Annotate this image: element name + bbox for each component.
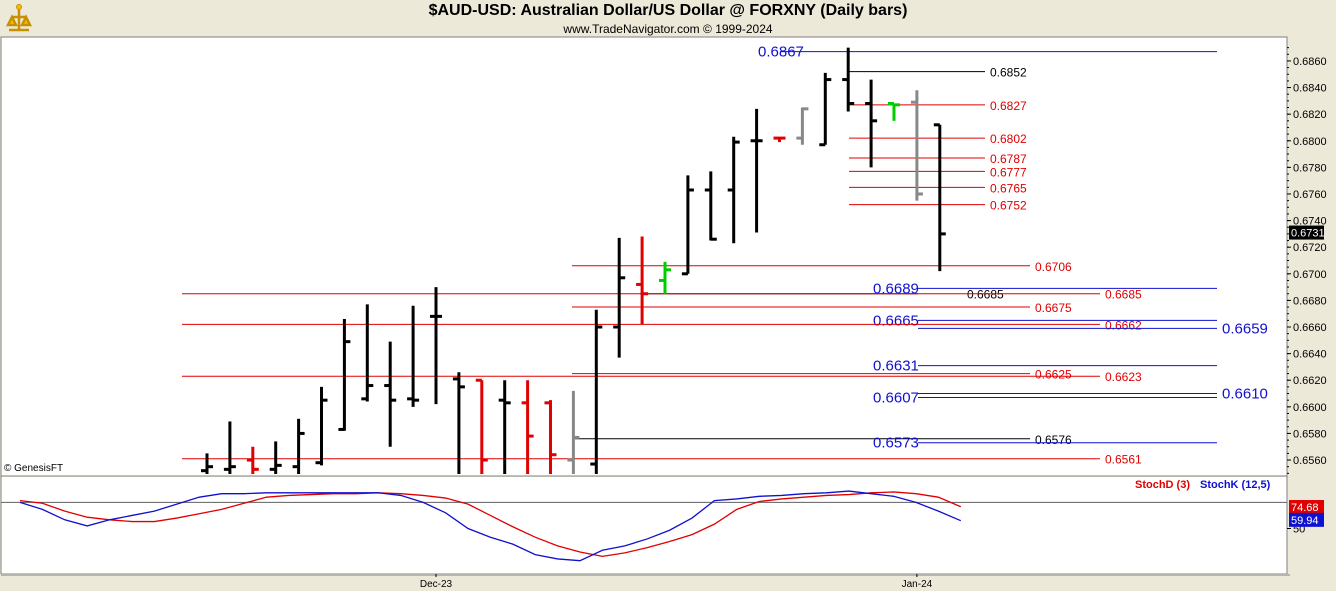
level-label: 0.6777	[990, 165, 1027, 179]
stochD-value-box	[1289, 500, 1324, 515]
y-tick-label: 0.6780	[1293, 162, 1327, 174]
stochK-legend: StochK (12,5)	[1200, 479, 1271, 491]
level-label: 0.6802	[990, 132, 1027, 146]
y-tick-label: 0.6740	[1293, 216, 1327, 228]
y-tick-label: 0.6600	[1293, 402, 1327, 414]
chart-subtitle: www.TradeNavigator.com © 1999-2024	[563, 22, 773, 36]
level-label: 0.6852	[990, 66, 1027, 80]
indicator-pane	[1, 477, 1287, 574]
level-label: 0.6573	[873, 435, 919, 452]
y-tick-label: 0.6820	[1293, 109, 1327, 121]
level-label: 0.6659	[1222, 320, 1268, 337]
y-tick-label: 0.6840	[1293, 83, 1327, 95]
level-label: 0.6827	[990, 99, 1027, 113]
x-axis-strip	[0, 574, 1290, 591]
level-label: 0.6607	[873, 390, 919, 407]
stochK-line	[19, 490, 962, 562]
level-label: 0.6610	[1222, 386, 1268, 403]
level-label: 0.6665	[873, 312, 919, 329]
y-tick-label: 0.6560	[1293, 455, 1327, 467]
y-tick-label: 0.6760	[1293, 189, 1327, 201]
x-tick-label: Dec-23	[420, 579, 453, 590]
stochD-legend: StochD (3)	[1135, 479, 1190, 491]
level-label: 0.6867	[758, 44, 804, 61]
copyright-text: © GenesisFT	[4, 463, 64, 474]
level-label: 0.6561	[1105, 453, 1142, 467]
x-tick-label: Jan-24	[902, 579, 933, 590]
level-label: 0.6787	[990, 152, 1027, 166]
last-price-label: 0.6731	[1291, 228, 1325, 240]
y-tick-label: 0.6800	[1293, 136, 1327, 148]
level-label: 0.6576	[1035, 433, 1072, 447]
stochK-value: 59.94	[1291, 515, 1319, 527]
stochD-value: 74.68	[1291, 502, 1319, 514]
y-tick-label: 0.6860	[1293, 56, 1327, 68]
level-label: 0.6752	[990, 199, 1027, 213]
level-label: 0.6706	[1035, 260, 1072, 274]
level-label: 0.6625	[1035, 368, 1072, 382]
trade-navigator-logo-icon	[3, 3, 35, 35]
level-label: 0.6662	[1105, 318, 1142, 332]
y-tick-label: 0.6700	[1293, 269, 1327, 281]
level-label: 0.6623	[1105, 370, 1142, 384]
level-label: 0.6675	[1035, 301, 1072, 315]
stochD-line	[19, 491, 962, 557]
y-tick-label: 0.6580	[1293, 428, 1327, 440]
y-tick-label: 0.6680	[1293, 295, 1327, 307]
y-tick-label: 0.6620	[1293, 375, 1327, 387]
y-tick-label: 0.6720	[1293, 242, 1327, 254]
price-pane	[1, 37, 1287, 476]
level-label: 0.6685	[967, 288, 1004, 302]
level-label: 0.6689	[873, 280, 919, 297]
level-label: 0.6765	[990, 181, 1027, 195]
stochK-value-box	[1289, 512, 1324, 527]
level-label: 0.6631	[873, 358, 919, 375]
y-tick-label: 0.6640	[1293, 349, 1327, 361]
y-tick-label: 0.6660	[1293, 322, 1327, 334]
last-price-box	[1289, 225, 1324, 240]
chart-title: $AUD-USD: Australian Dollar/US Dollar @ …	[428, 2, 908, 19]
level-label: 0.6685	[1105, 288, 1142, 302]
